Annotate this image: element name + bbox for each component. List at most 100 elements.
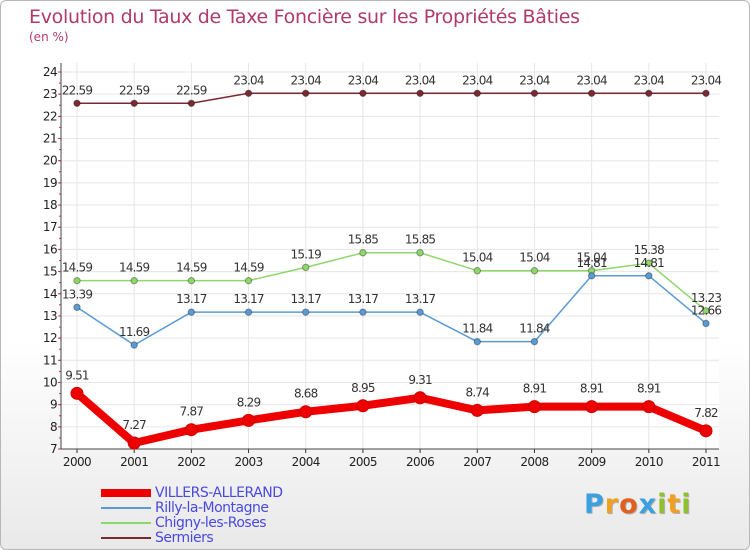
data-point (530, 337, 539, 346)
series-line (77, 251, 707, 312)
data-point (645, 272, 653, 280)
proxiti-logo: Proxiti (584, 489, 692, 520)
x-tick-label: 2010 (635, 455, 663, 469)
data-label: 23.04 (405, 73, 436, 87)
data-label: 13.17 (233, 292, 264, 306)
data-label: 14.59 (233, 261, 264, 275)
legend-label: Sermiers (155, 529, 214, 546)
y-tick-label: 23 (43, 87, 57, 101)
legend-label: Chigny-les-Roses (155, 514, 267, 531)
data-label: 15.04 (462, 251, 493, 265)
data-point (244, 89, 253, 97)
data-label: 15.19 (291, 247, 322, 261)
x-tick-label: 2003 (234, 455, 262, 469)
data-label: 9.31 (408, 373, 432, 387)
data-label: 9.51 (65, 368, 89, 382)
data-label: 15.04 (519, 251, 550, 265)
legend-item: Sermiers (101, 529, 283, 546)
data-point (359, 308, 367, 316)
logo-letter: P (584, 489, 605, 520)
legend-swatch (101, 488, 151, 497)
data-label: 8.29 (237, 395, 261, 409)
series-chigny-les-roses: 14.59 14.59 14.59 14.59 15.19 15.85 15.85 15.04… (62, 233, 722, 315)
data-point (645, 259, 653, 267)
data-label: 23.04 (519, 73, 550, 87)
data-label: 23.04 (348, 73, 379, 87)
chart-title: Evolution du Taux de Taxe Foncière sur l… (29, 6, 580, 28)
x-tick-label: 2000 (63, 455, 91, 469)
x-tick-label: 2005 (349, 455, 377, 469)
data-point (356, 399, 370, 413)
data-label: 11.69 (119, 325, 150, 339)
data-point (645, 89, 653, 97)
y-tick-label: 8 (50, 420, 57, 434)
data-label: 13.39 (62, 287, 93, 301)
data-point (187, 308, 196, 316)
series-line (74, 390, 708, 448)
data-point (530, 89, 539, 97)
data-label: 13.17 (291, 292, 322, 306)
data-label: 23.04 (691, 73, 722, 87)
y-tick-label: 14 (43, 287, 57, 301)
y-tick-label: 16 (43, 242, 57, 256)
data-point (473, 89, 481, 97)
series-sermiers: 22.59 22.59 22.59 23.04 23.04 23.04 23.04 23.04… (62, 73, 722, 107)
data-point (530, 267, 539, 275)
chart-subtitle: (en %) (29, 30, 69, 44)
legend-swatch (101, 536, 151, 539)
data-point (359, 89, 367, 97)
data-label: 8.91 (580, 382, 604, 396)
data-point (642, 400, 656, 414)
data-point (187, 99, 196, 107)
y-tick-label: 19 (43, 176, 57, 190)
data-point (184, 423, 198, 437)
data-point (359, 249, 367, 257)
legend-item: Rilly-la-Montagne (101, 499, 283, 516)
logo-letter: o (619, 489, 639, 520)
data-label: 14.59 (62, 261, 93, 275)
data-label: 14.59 (119, 261, 150, 275)
legend-label: VILLERS-ALLERAND (155, 484, 283, 501)
data-label: 7.87 (180, 405, 204, 419)
data-point (187, 276, 196, 285)
data-label: 8.68 (294, 387, 318, 401)
data-label: 15.85 (405, 233, 436, 247)
data-label: 23.04 (291, 73, 322, 87)
legend-label: Rilly-la-Montagne (155, 499, 269, 516)
legend-swatch (101, 521, 151, 524)
data-point (527, 400, 541, 414)
series-villers-allerand: 9.51 7.27 7.87 8.29 8.68 8.95 9.31 8.74 8.91 8.91… (65, 368, 719, 450)
x-tick-label: 2002 (177, 455, 205, 469)
data-point (702, 89, 710, 97)
y-tick-label: 24 (43, 65, 57, 79)
data-point (302, 263, 310, 272)
data-point (244, 276, 253, 285)
data-point (242, 413, 256, 427)
data-point (130, 341, 138, 349)
data-point (699, 424, 713, 438)
data-point (299, 405, 313, 419)
series-rilly-la-montagne: 13.39 11.69 13.17 13.17 13.17 13.17 13.17 11.84… (62, 256, 722, 349)
x-tick-label: 2007 (463, 455, 491, 469)
y-tick-label: 9 (50, 398, 57, 412)
data-label: 7.27 (122, 418, 146, 432)
legend-item: Chigny-les-Roses (101, 514, 283, 531)
x-tick-label: 2004 (292, 455, 320, 469)
data-point (585, 400, 599, 414)
series-line (77, 92, 706, 105)
data-point (244, 308, 253, 316)
logo-letter: i (657, 489, 668, 520)
y-tick-label: 10 (43, 375, 57, 389)
logo-letter: i (681, 489, 692, 520)
data-point (473, 267, 481, 275)
data-label: 13.17 (405, 292, 436, 306)
series-line (76, 275, 707, 346)
data-label: 23.04 (462, 73, 493, 87)
data-point (130, 99, 138, 107)
data-point (473, 337, 481, 346)
data-label: 13.23 (691, 291, 722, 305)
data-label: 8.74 (466, 385, 490, 399)
y-tick-label: 12 (43, 331, 57, 345)
data-label: 22.59 (62, 83, 93, 97)
